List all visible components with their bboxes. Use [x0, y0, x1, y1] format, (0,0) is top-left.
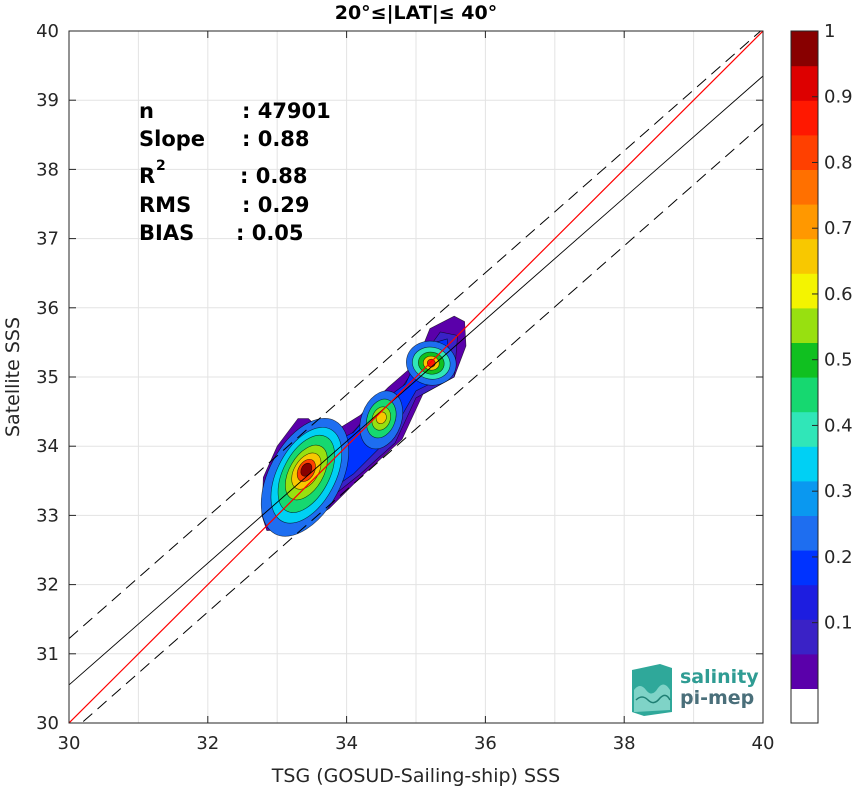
- colorbar-segment: [791, 619, 818, 655]
- colorbar-tick-label: 0.1: [824, 613, 853, 634]
- stat-rms-label: RMS: [139, 193, 191, 217]
- one-to-one-line: [69, 31, 763, 723]
- stat-r2-value: : 0.88: [240, 164, 308, 188]
- upper-dashed-line: [69, 31, 762, 639]
- x-tick-label: 38: [613, 733, 636, 754]
- x-tick-label: 40: [752, 733, 775, 754]
- colorbar-segment: [791, 515, 818, 551]
- y-tick-label: 40: [36, 21, 59, 42]
- stat-r2-superscript: 2: [156, 158, 166, 174]
- logo-line2: pi-mep: [680, 687, 754, 709]
- regression-line: [69, 75, 763, 686]
- reference-lines: [69, 31, 763, 723]
- colorbar-tick-label: 0.9: [824, 87, 853, 108]
- y-tick-label: 31: [36, 644, 59, 665]
- colorbar-segment: [791, 584, 818, 620]
- colorbar-tick-label: 0.6: [824, 284, 853, 305]
- y-axis-ticks: 30 31 32 33 34 35 36 37 38 39 40: [36, 21, 763, 734]
- x-axis-label: TSG (GOSUD-Sailing-ship) SSS: [271, 765, 560, 787]
- y-tick-label: 38: [36, 159, 59, 180]
- y-tick-label: 32: [36, 575, 59, 596]
- x-axis-ticks: 30 32 34 36 38 40: [58, 31, 775, 754]
- stat-rms-value: : 0.29: [242, 193, 310, 217]
- x-tick-label: 30: [58, 733, 81, 754]
- colorbar-segment: [791, 411, 818, 447]
- colorbar-segment: [791, 169, 818, 205]
- colorbar-segment: [791, 31, 818, 67]
- y-tick-label: 37: [36, 229, 59, 250]
- logo-line1: salinity: [680, 666, 759, 688]
- y-tick-label: 33: [36, 505, 59, 526]
- stat-slope-value: : 0.88: [242, 127, 310, 151]
- colorbar-tick-label: 0.3: [824, 481, 853, 502]
- colorbar-ticks: 0.1 0.2 0.3 0.4 0.5 0.6 0.7 0.8 0.9 1: [812, 21, 853, 634]
- colorbar-segment: [791, 65, 818, 101]
- colorbar-tick-label: 1: [824, 21, 835, 42]
- x-tick-label: 32: [196, 733, 219, 754]
- y-tick-label: 36: [36, 298, 59, 319]
- colorbar-segment: [791, 653, 818, 689]
- lower-dashed-line: [80, 123, 763, 723]
- x-tick-label: 36: [474, 733, 497, 754]
- colorbar-tick-label: 0.8: [824, 152, 853, 173]
- colorbar-segment: [791, 446, 818, 482]
- statistics-block: n : 47901 Slope : 0.88 R 2 : 0.88 RMS : …: [139, 99, 331, 245]
- colorbar-tick-label: 0.5: [824, 350, 853, 371]
- contour-left-peak: [300, 462, 313, 477]
- colorbar-segment: [791, 100, 818, 136]
- colorbar-tick-label: 0.7: [824, 218, 853, 239]
- colorbar-tick-label: 0.2: [824, 547, 853, 568]
- colorbar-tick-label: 0.4: [824, 415, 853, 436]
- y-axis-label: Satellite SSS: [2, 317, 24, 437]
- colorbar-segment: [791, 307, 818, 343]
- y-tick-label: 39: [36, 90, 59, 111]
- chart-title: 20°≤|LAT|≤ 40°: [335, 2, 498, 24]
- stat-bias-label: BIAS: [139, 221, 194, 245]
- colorbar-frame: [790, 30, 819, 724]
- stat-slope-label: Slope: [139, 127, 205, 151]
- colorbar-segment: [791, 377, 818, 413]
- salinity-pimep-logo: salinity pi-mep: [632, 664, 759, 716]
- colorbar-segment: [791, 480, 818, 516]
- colorbar-segment: [791, 204, 818, 240]
- colorbar-segment: [791, 550, 818, 586]
- stat-n-value: : 47901: [242, 99, 331, 123]
- x-tick-label: 34: [335, 733, 358, 754]
- stat-r2-label: R: [139, 164, 155, 188]
- stat-n-label: n: [139, 99, 154, 123]
- y-tick-label: 35: [36, 367, 59, 388]
- colorbar-segment: [791, 273, 818, 309]
- y-tick-label: 34: [36, 436, 59, 457]
- y-tick-label: 30: [36, 713, 59, 734]
- stat-bias-value: : 0.05: [236, 221, 304, 245]
- colorbar-segment: [791, 238, 818, 274]
- colorbar-segment: [791, 134, 818, 170]
- colorbar-segment: [791, 688, 818, 724]
- colorbar: [791, 31, 818, 724]
